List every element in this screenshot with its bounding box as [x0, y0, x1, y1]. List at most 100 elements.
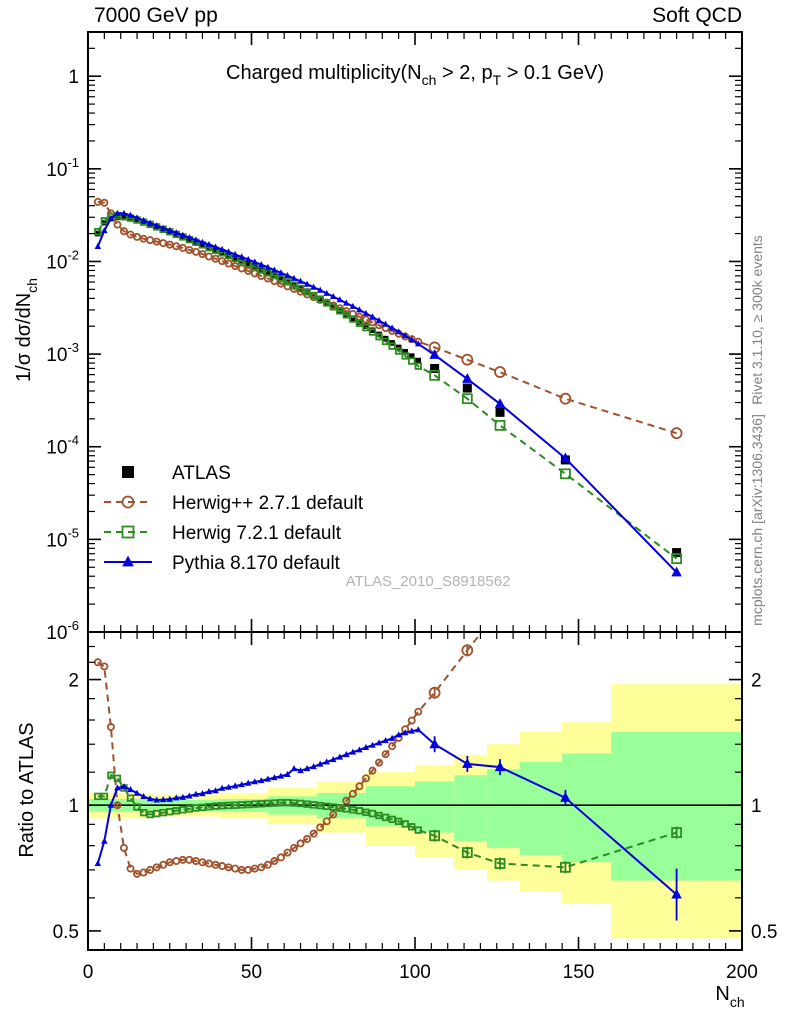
data-point-herwig7 — [461, 393, 473, 405]
svg-text:Rivet 3.1.10, ≥ 300k events: Rivet 3.1.10, ≥ 300k events — [749, 235, 765, 405]
ratio-point-pythia8 — [303, 765, 311, 772]
ratio-series-pythia8 — [94, 726, 682, 921]
data-point-herwig7 — [375, 333, 383, 341]
data-point-pythia8 — [382, 320, 389, 327]
data-point-herwig7 — [401, 352, 409, 360]
data-point-herwigpp — [100, 198, 109, 207]
data-point-herwig7 — [560, 468, 571, 480]
data-point-atlas — [430, 363, 440, 373]
ratio-point-pythia8 — [153, 796, 160, 803]
data-point-herwigpp — [559, 392, 572, 405]
legend-label: ATLAS — [172, 463, 231, 484]
main-y-tick-label: 10-6 — [46, 618, 79, 644]
data-point-atlas — [134, 217, 140, 224]
data-point-pythia8 — [297, 277, 304, 284]
ratio-point-herwig7 — [251, 800, 259, 808]
data-point-pythia8 — [140, 216, 147, 223]
ratio-point-pythia8 — [238, 781, 245, 788]
x-tick-label: 50 — [241, 962, 262, 983]
data-point-herwig7 — [283, 278, 292, 286]
ratio-point-pythia8 — [107, 801, 115, 808]
data-point-atlas — [121, 214, 127, 221]
ratio-point-pythia8 — [290, 765, 298, 772]
data-point-pythia8 — [173, 229, 180, 236]
ratio-point-herwig7 — [172, 807, 180, 815]
ratio-point-herwig7 — [94, 792, 102, 801]
ratio-point-herwig7 — [296, 799, 305, 808]
ratio-point-pythia8 — [133, 789, 141, 796]
data-point-herwig7 — [394, 347, 403, 355]
data-point-atlas — [350, 315, 356, 322]
ratio-y-tick-label: 1 — [68, 796, 79, 817]
data-point-herwig7 — [303, 288, 311, 296]
main-ylabel-pre: 1/σ dσ/dN — [13, 293, 35, 382]
title-cut-sub2: T — [493, 72, 502, 88]
ratio-point-pythia8 — [205, 788, 213, 795]
ratio-point-pythia8 — [199, 790, 206, 797]
uncertainty-band-inner — [454, 775, 487, 842]
ratio-point-herwigpp — [296, 839, 305, 848]
data-point-herwig7 — [342, 311, 351, 319]
ratio-point-herwig7 — [362, 808, 370, 816]
data-point-pythia8 — [218, 245, 226, 252]
ratio-point-herwig7 — [224, 801, 233, 810]
ratio-y-tick-label-right: 1 — [751, 796, 762, 817]
data-point-pythia8 — [186, 234, 193, 241]
data-point-pythia8 — [323, 289, 330, 296]
ratio-point-herwig7 — [329, 803, 337, 811]
data-point-pythia8 — [179, 231, 187, 238]
data-point-pythia8 — [284, 272, 291, 279]
ratio-point-herwig7 — [394, 817, 403, 826]
main-plot-title: Charged multiplicity(Nch > 2, pT > 0.1 G… — [226, 62, 604, 88]
ratio-point-herwig7 — [166, 808, 174, 816]
dataset-watermark: ATLAS_2010_S8918562 — [346, 573, 511, 590]
data-point-herwig7 — [323, 299, 331, 307]
data-point-herwigpp — [244, 266, 253, 275]
data-point-herwig7 — [316, 295, 324, 303]
data-point-atlas — [495, 407, 505, 417]
ratio-point-pythia8 — [349, 748, 357, 755]
main-ylabel: 1/σ dσ/dNch — [13, 278, 40, 382]
ratio-series-herwig7 — [94, 771, 682, 874]
xaxis-label-sub: ch — [730, 994, 745, 1010]
uncertainty-band-inner — [486, 769, 520, 848]
data-point-herwig7 — [355, 319, 364, 327]
ratio-point-pythia8 — [258, 777, 265, 784]
ratio-point-pythia8 — [166, 795, 174, 802]
data-point-herwig7 — [94, 227, 102, 236]
ratio-point-herwig7 — [388, 815, 396, 824]
data-point-pythia8 — [238, 253, 245, 260]
side-label-top: Rivet 3.1.10, ≥ 300k events — [749, 235, 765, 405]
title-cut-open: (N — [401, 62, 422, 84]
legend-marker — [121, 525, 135, 539]
data-point-pythia8 — [375, 317, 383, 324]
ratio-series-herwigpp — [93, 632, 484, 878]
data-point-atlas — [232, 255, 238, 262]
series-line-pythia8 — [96, 212, 678, 574]
ratio-point-pythia8 — [415, 726, 422, 733]
ratio-point-herwigpp — [290, 843, 299, 852]
data-point-pythia8 — [114, 209, 121, 216]
ratio-point-pythia8 — [277, 772, 285, 779]
ratio-point-herwig7 — [257, 800, 265, 808]
title-cut-sub1: ch — [422, 72, 437, 88]
ratio-point-herwigpp — [355, 782, 364, 791]
uncertainty-band-inner — [611, 731, 742, 881]
ratio-point-pythia8 — [271, 774, 278, 781]
ratio-point-pythia8 — [140, 792, 147, 800]
data-point-atlas — [363, 323, 369, 330]
data-point-herwigpp — [211, 254, 220, 263]
ratio-point-pythia8 — [192, 790, 200, 797]
data-point-herwig7 — [336, 307, 344, 315]
ratio-point-herwig7 — [303, 800, 311, 808]
ratio-point-pythia8 — [310, 763, 317, 770]
ratio-point-herwigpp — [348, 789, 357, 798]
ratio-point-herwigpp — [407, 716, 416, 725]
ratio-point-herwigpp — [309, 829, 318, 838]
ratio-point-herwigpp — [119, 843, 128, 852]
ratio-point-herwigpp — [368, 766, 377, 775]
ratio-point-pythia8 — [336, 753, 344, 760]
legend-marker — [121, 495, 135, 509]
main-y-tick-label: 10-2 — [46, 247, 79, 273]
uncertainty-band-inner — [519, 761, 563, 855]
